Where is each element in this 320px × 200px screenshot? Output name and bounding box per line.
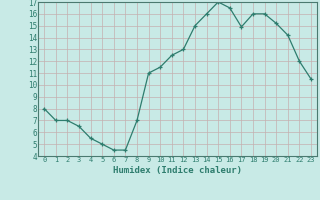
X-axis label: Humidex (Indice chaleur): Humidex (Indice chaleur) xyxy=(113,166,242,175)
